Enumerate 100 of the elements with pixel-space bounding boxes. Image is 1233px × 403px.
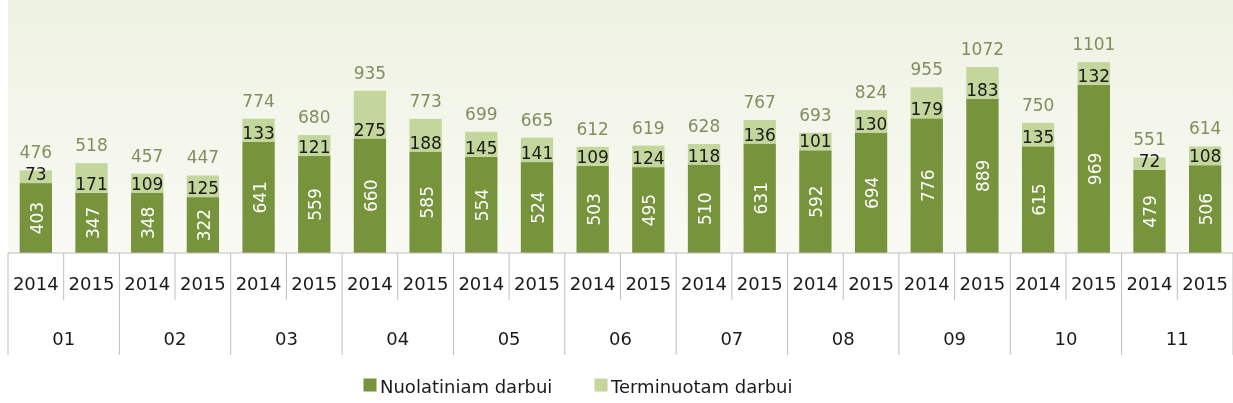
total-label: 935 xyxy=(353,62,387,83)
total-label: 774 xyxy=(242,90,275,111)
data-label: 660 xyxy=(360,179,381,212)
total-label: 767 xyxy=(743,91,776,112)
data-label: 132 xyxy=(1077,65,1111,86)
x-tick-label: 2014 xyxy=(681,273,727,294)
data-label: 889 xyxy=(973,159,994,193)
data-label: 322 xyxy=(193,208,214,242)
data-label: 101 xyxy=(799,131,832,152)
text: 04 xyxy=(386,328,410,349)
total-label: 551 xyxy=(1133,129,1166,150)
data-label: 188 xyxy=(409,132,442,153)
total-label: 628 xyxy=(687,116,721,137)
total-label: 476 xyxy=(19,142,53,163)
text: 06 xyxy=(609,328,632,349)
data-label: 136 xyxy=(743,124,776,145)
x-tick-label: 2014 xyxy=(792,273,839,294)
data-label: 275 xyxy=(353,119,387,140)
bar xyxy=(242,141,275,253)
data-label: 403 xyxy=(26,201,47,235)
x-tick-label: 2015 xyxy=(291,273,338,294)
data-label: 347 xyxy=(82,206,103,240)
total-label: 447 xyxy=(186,147,220,168)
data-label: 121 xyxy=(298,137,331,158)
data-label: 118 xyxy=(687,145,721,166)
data-label: 969 xyxy=(1084,152,1105,186)
x-tick-label: 2014 xyxy=(235,273,282,294)
bar xyxy=(298,156,331,253)
legend-label: Nuolatiniam darbui xyxy=(380,376,553,397)
legend-label: Terminuotam darbui xyxy=(610,376,793,397)
bar xyxy=(687,164,721,253)
text: 09 xyxy=(943,328,967,349)
total-label: 773 xyxy=(409,90,442,111)
data-label: 694 xyxy=(862,176,883,210)
data-label: 510 xyxy=(695,192,716,225)
data-label: 348 xyxy=(138,206,159,240)
data-label: 615 xyxy=(1029,183,1050,216)
x-tick-label: 2015 xyxy=(402,273,449,294)
x-tick-label: 2014 xyxy=(124,273,171,294)
data-label: 171 xyxy=(75,173,108,194)
data-label: 495 xyxy=(639,193,660,227)
data-label: 641 xyxy=(249,181,270,214)
x-tick-label: 2015 xyxy=(736,273,783,294)
total-label: 518 xyxy=(75,135,108,156)
total-label: 693 xyxy=(799,104,832,125)
data-label: 109 xyxy=(576,146,609,167)
data-label: 559 xyxy=(305,188,326,221)
data-label: 108 xyxy=(1188,146,1222,167)
bar xyxy=(1189,165,1222,253)
total-label: 750 xyxy=(1021,94,1055,115)
x-tick-label: 2015 xyxy=(1070,273,1117,294)
text: 05 xyxy=(497,328,521,349)
data-label: 592 xyxy=(806,185,827,218)
total-label: 1101 xyxy=(1072,34,1116,54)
total-label: 619 xyxy=(632,117,665,138)
data-label: 503 xyxy=(583,193,604,226)
text: 11 xyxy=(1165,328,1189,349)
text: 10 xyxy=(1054,328,1078,349)
total-label: 824 xyxy=(854,82,888,103)
x-tick-label: 2015 xyxy=(179,273,226,294)
bar xyxy=(1021,146,1055,253)
x-tick-label: 2015 xyxy=(959,273,1006,294)
data-label: 554 xyxy=(472,188,493,222)
bar xyxy=(576,165,609,253)
data-label: 631 xyxy=(750,182,771,215)
data-label: 130 xyxy=(854,113,888,134)
data-label: 776 xyxy=(917,169,938,202)
data-label: 73 xyxy=(25,164,47,185)
bar xyxy=(854,132,888,253)
bar xyxy=(353,138,387,253)
x-tick-label: 2015 xyxy=(68,273,115,294)
bar xyxy=(799,150,832,253)
data-label: 133 xyxy=(242,122,275,143)
data-label: 145 xyxy=(465,137,498,158)
x-tick-label: 2014 xyxy=(569,273,616,294)
data-label: 506 xyxy=(1196,192,1217,226)
data-label: 124 xyxy=(632,148,665,169)
data-label: 109 xyxy=(130,173,164,194)
text: 01 xyxy=(52,328,76,349)
total-label: 614 xyxy=(1188,118,1222,139)
data-label: 72 xyxy=(1138,150,1161,171)
data-label: 135 xyxy=(1021,127,1055,148)
total-label: 612 xyxy=(576,118,609,139)
bar xyxy=(1077,84,1110,253)
bar xyxy=(632,167,665,253)
x-tick-label: 2014 xyxy=(1126,273,1173,294)
data-label: 179 xyxy=(910,99,943,120)
data-label: 479 xyxy=(1140,195,1161,228)
x-tick-label: 2015 xyxy=(625,273,672,294)
data-label: 524 xyxy=(527,191,548,224)
x-tick-label: 2014 xyxy=(903,273,950,294)
text: 07 xyxy=(720,328,744,349)
x-tick-label: 2014 xyxy=(458,273,505,294)
data-label: 183 xyxy=(966,79,999,100)
total-label: 1072 xyxy=(960,39,1005,60)
bar xyxy=(465,156,498,253)
bar xyxy=(520,162,554,253)
data-label: 585 xyxy=(416,186,437,219)
data-label: 141 xyxy=(520,143,554,164)
text: 03 xyxy=(274,328,298,349)
